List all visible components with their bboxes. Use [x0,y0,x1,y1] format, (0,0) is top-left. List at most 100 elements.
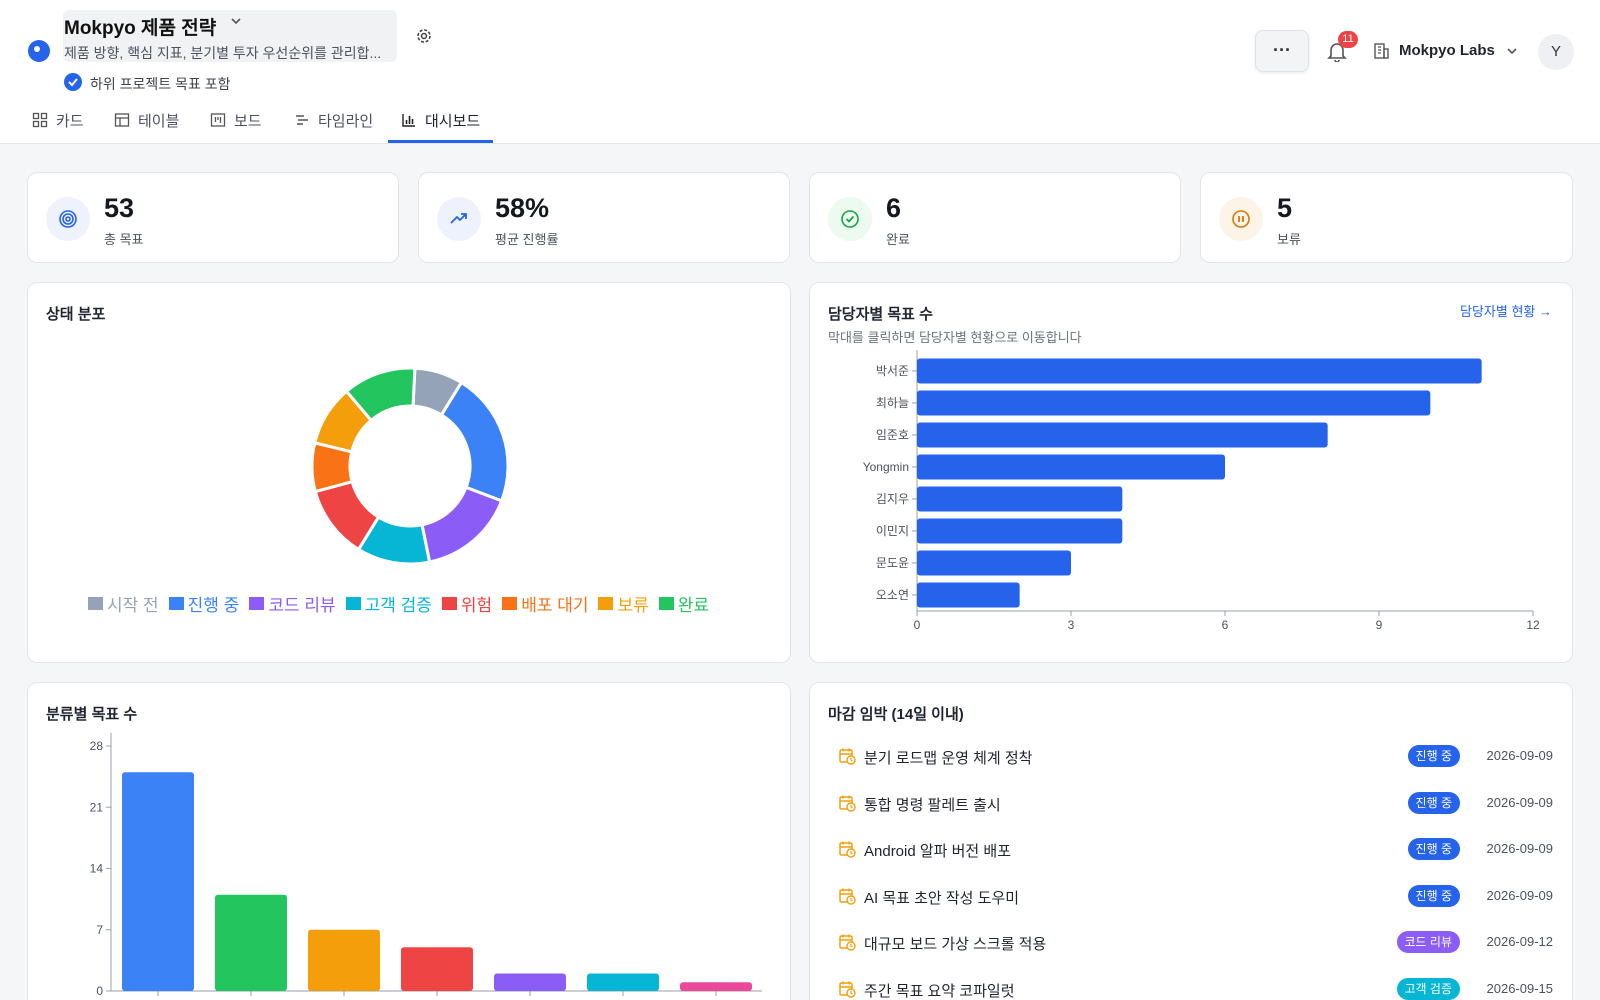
legend-item[interactable]: 고객 검증 [345,591,432,616]
project-title[interactable]: Mokpyo 제품 전략 [64,18,217,39]
bar[interactable] [680,982,752,991]
deadline-date: 2026-09-09 [1486,748,1554,763]
project-description: 제품 방향, 핵심 지표, 분기별 투자 우선순위를 관리합... [64,45,382,61]
bar[interactable] [917,582,1020,608]
legend-swatch [88,597,103,610]
card-title: 상태 분포 [46,306,106,323]
pause-circle-icon [1232,210,1250,228]
deadline-title: 분기 로드맵 운영 체계 정착 [864,750,1033,767]
chevron-down-icon[interactable] [1505,44,1519,58]
table-icon [114,113,130,127]
status-donut-chart [310,366,510,566]
tab-label: 카드 [56,113,84,130]
bar[interactable] [494,973,566,992]
deadline-item[interactable]: AI 목표 초안 작성 도우미 진행 중 2026-09-09 [828,883,1553,911]
y-tick-label: 박서준 [876,364,909,378]
status-badge: 진행 중 [1407,838,1460,861]
stat-icon-wrap [1219,197,1263,241]
stat-label: 완료 [886,232,910,247]
status-badge: 진행 중 [1407,884,1460,907]
deadline-item[interactable]: 분기 로드맵 운영 체계 정착 진행 중 2026-09-09 [828,743,1553,771]
trend-up-icon [450,213,467,224]
tab-table[interactable]: 테이블 [114,110,179,144]
y-tick-label: 7 [96,923,103,937]
bar[interactable] [917,358,1482,384]
deadline-item[interactable]: 통합 명령 팔레트 출시 진행 중 2026-09-09 [828,790,1553,818]
stat-label: 보류 [1277,232,1301,247]
tab-label: 보드 [234,113,262,130]
x-tick-label: 6 [1222,618,1229,632]
legend-swatch [168,597,184,610]
legend-item[interactable]: 배포 대기 [502,591,588,616]
y-tick-label: 김지우 [876,492,909,506]
deadline-item[interactable]: 주간 목표 요약 코파일럿 고객 검증 2026-09-15 [828,976,1553,1000]
category-card: 분류별 목표 수 0 7 14 21 28 [27,682,791,1000]
tab-timeline[interactable]: 타임라인 [294,110,373,144]
avatar[interactable]: Y [1538,34,1574,70]
legend-swatch [441,597,457,610]
y-tick-label: 이민지 [876,524,909,538]
page-header: Mokpyo 제품 전략 제품 방향, 핵심 지표, 분기별 투자 우선순위를 … [0,0,1600,144]
bar[interactable] [401,947,473,991]
calendar-clock-icon [839,934,856,952]
status-badge: 진행 중 [1407,791,1460,814]
gear-icon[interactable] [414,26,434,46]
donut-slice[interactable] [439,380,510,503]
legend-label: 코드 리뷰 [268,596,336,615]
more-button[interactable]: ··· [1255,30,1309,72]
legend-item[interactable]: 진행 중 [168,591,239,616]
deadline-title: AI 목표 초안 작성 도우미 [864,889,1020,907]
tab-dashboard[interactable]: 대시보드 [401,110,480,144]
org-switcher[interactable]: Mokpyo Labs [1399,42,1495,59]
bar[interactable] [917,422,1328,448]
bar[interactable] [122,772,194,991]
calendar-clock-icon [839,888,856,905]
legend-label: 고객 검증 [364,596,432,615]
donut-slice[interactable] [344,366,417,423]
bar[interactable] [917,454,1225,480]
include-sub-checkbox[interactable] [64,73,82,91]
stat-icon-wrap [828,197,872,241]
donut-slice[interactable] [420,485,504,564]
deadline-card: 마감 임박 (14일 이내) 분기 로드맵 운영 체계 정착 진행 중 2026-0… [809,682,1573,1000]
legend-item[interactable]: 위험 [441,591,493,616]
bar[interactable] [917,486,1123,512]
bar[interactable] [308,929,380,991]
legend-item[interactable]: 시작 전 [88,591,159,616]
y-tick-label: 21 [90,800,104,814]
assignee-status-link[interactable]: 담당자별 현황 → [1460,304,1552,319]
bar[interactable] [917,390,1431,416]
legend-swatch [345,597,361,610]
bar[interactable] [917,518,1123,544]
x-tick-label: 9 [1376,618,1383,632]
legend-swatch [249,597,265,610]
chevron-down-icon[interactable] [229,14,243,28]
deadline-date: 2026-09-15 [1486,981,1554,996]
x-tick-label: 12 [1526,618,1540,632]
deadline-item[interactable]: 대규모 보드 가상 스크롤 적용 코드 리뷰 2026-09-12 [828,929,1553,957]
stat-card-progress: 58% 평균 진행률 [418,172,790,263]
legend-item[interactable]: 보류 [598,591,649,616]
stat-value: 5 [1277,193,1293,223]
legend-item[interactable]: 코드 리뷰 [249,591,336,616]
y-tick-label: 최하늘 [876,396,909,410]
y-tick-label: 임준호 [876,428,909,442]
legend-item[interactable]: 완료 [658,591,709,616]
legend-label: 위험 [460,596,493,615]
bar[interactable] [917,550,1071,576]
y-tick-label: 오소연 [876,588,909,602]
bar[interactable] [587,973,659,992]
tab-cards[interactable]: 카드 [32,110,84,144]
x-tick-label: 3 [1068,618,1075,632]
stat-label: 총 목표 [104,232,144,247]
y-tick-label: 문도윤 [876,556,909,570]
calendar-clock-icon [839,795,856,812]
deadline-item[interactable]: Android 알파 버전 배포 진행 중 2026-09-09 [828,836,1553,864]
calendar-clock-icon [839,748,856,765]
project-title-box[interactable] [63,10,397,62]
stat-label: 평균 진행률 [495,232,559,247]
status-badge: 코드 리뷰 [1396,931,1460,954]
active-tab-indicator [388,140,493,143]
bar[interactable] [215,894,287,991]
tab-board[interactable]: 보드 [210,110,262,144]
